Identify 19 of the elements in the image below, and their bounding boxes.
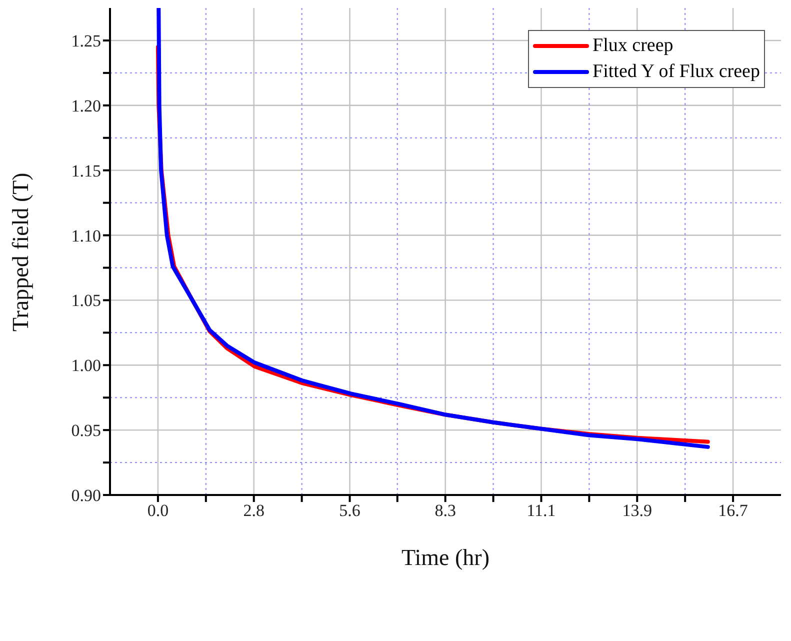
y-tick-label: 1.10 [71,226,101,246]
legend-label: Flux creep [592,34,674,58]
legend-label: Fitted Y of Flux creep [592,60,760,84]
x-tick-label: 0.0 [147,501,169,520]
y-tick-label: 1.05 [71,291,101,310]
x-tick-label: 8.3 [434,501,456,520]
x-tick-label: 11.1 [526,501,556,520]
y-tick-label: 1.00 [71,356,101,376]
y-tick-label: 1.25 [71,32,101,50]
y-tick-label: 0.95 [71,421,101,440]
y-axis-title: Trapped field (T) [8,172,34,332]
x-tick-label: 2.8 [243,501,264,520]
x-axis-title: Time (hr) [402,545,490,570]
x-tick-label: 5.6 [339,501,360,520]
y-tick-label: 1.15 [71,161,101,180]
y-tick-label: 0.90 [71,486,101,506]
x-tick-label: 16.7 [718,501,748,520]
x-tick-label: 13.9 [622,501,652,520]
y-tick-label: 1.20 [71,96,101,116]
